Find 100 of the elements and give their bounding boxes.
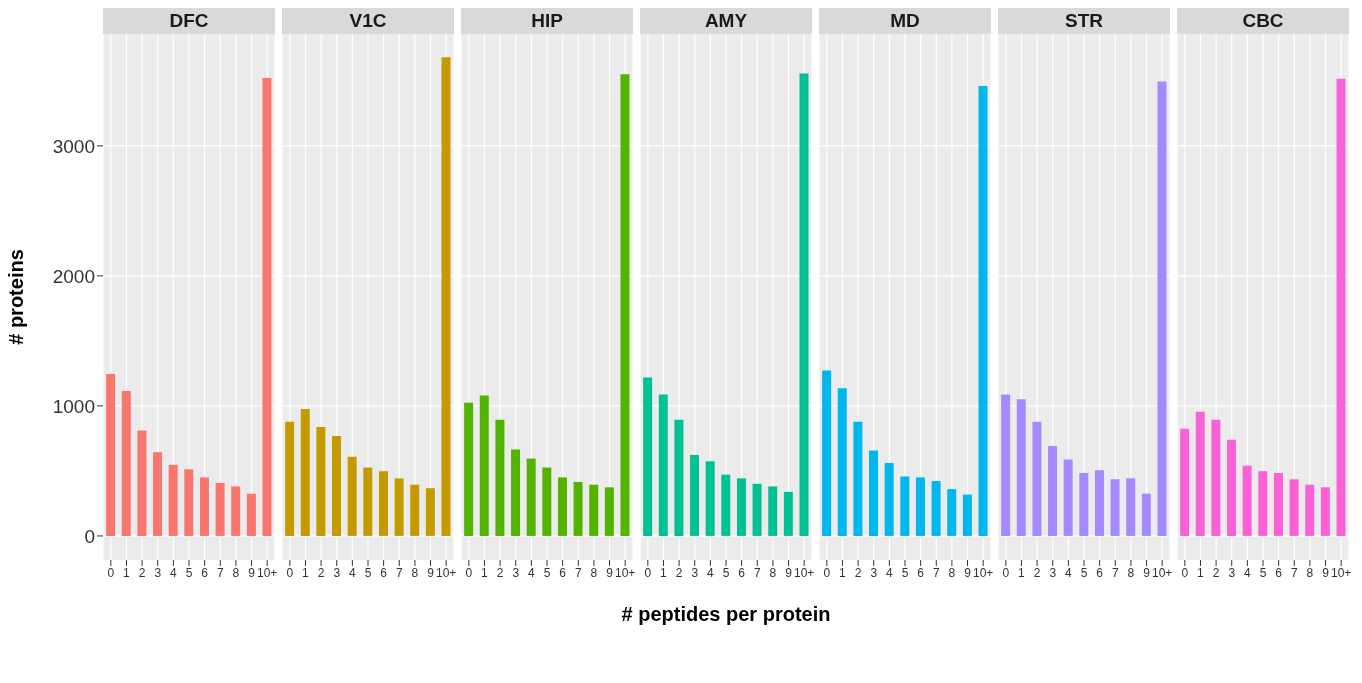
x-tick-label: 5	[364, 565, 372, 580]
bar	[153, 452, 163, 536]
x-tick-label: 8	[1127, 565, 1135, 580]
x-tick-label: 10+	[257, 565, 278, 580]
bar	[1227, 439, 1237, 536]
y-tick-label: 3000	[52, 135, 95, 157]
bar	[705, 461, 715, 536]
bar	[262, 77, 272, 536]
x-tick-label: 1	[1197, 565, 1205, 580]
x-tick-label: 5	[543, 565, 551, 580]
x-tick-label: 4	[886, 565, 894, 580]
bar	[1320, 487, 1330, 536]
x-tick-label: 1	[302, 565, 310, 580]
x-tick-label: 8	[1306, 565, 1314, 580]
x-tick-label: 7	[395, 565, 403, 580]
bar	[410, 484, 420, 536]
bar	[643, 377, 653, 536]
bar	[915, 477, 925, 536]
bar	[511, 449, 521, 536]
bar	[542, 467, 552, 536]
bar	[1289, 479, 1299, 536]
bar	[316, 427, 326, 536]
bar	[1016, 399, 1026, 536]
chart-title: AMY	[640, 8, 812, 34]
x-tick-label: 1	[481, 565, 489, 580]
bar	[1157, 81, 1167, 536]
x-tick-label: 8	[411, 565, 419, 580]
bar	[557, 477, 567, 536]
x-tick-label: 4	[1244, 565, 1252, 580]
x-tick-label: 6	[917, 565, 925, 580]
bar	[604, 487, 614, 536]
bar	[589, 484, 599, 536]
x-tick-label: 9	[248, 565, 256, 580]
bar	[378, 471, 388, 536]
bar	[1273, 473, 1283, 536]
x-tick-label: 6	[738, 565, 746, 580]
x-tick-label: 3	[154, 565, 162, 580]
x-tick-label: 9	[964, 565, 972, 580]
x-tick-label: 7	[1290, 565, 1298, 580]
bar	[658, 394, 668, 536]
bar	[869, 450, 879, 536]
x-tick-label: 2	[675, 565, 683, 580]
bar	[425, 488, 435, 536]
bar	[1242, 465, 1252, 536]
x-tick-label: 3	[870, 565, 878, 580]
x-tick-label: 4	[170, 565, 178, 580]
bar	[495, 419, 505, 536]
bar	[884, 462, 894, 536]
x-axis-title: # peptides per protein	[621, 602, 831, 626]
x-tick-label: 4	[707, 565, 715, 580]
x-tick-label: 5	[901, 565, 909, 580]
x-tick-label: 1	[660, 565, 668, 580]
x-tick-label: 8	[769, 565, 777, 580]
bar	[783, 491, 793, 536]
x-tick-label: 3	[1228, 565, 1236, 580]
x-tick-label: 3	[333, 565, 341, 580]
bar	[1063, 459, 1073, 536]
x-tick-label: 10+	[615, 565, 636, 580]
x-tick-label: 3	[512, 565, 520, 580]
bar	[1195, 411, 1205, 536]
bar	[1079, 473, 1089, 536]
bar	[752, 483, 762, 536]
x-tick-label: 9	[1322, 565, 1330, 580]
x-tick-label: 4	[1065, 565, 1073, 580]
bar	[1126, 478, 1136, 536]
x-tick-label: 2	[496, 565, 504, 580]
bar	[347, 456, 357, 536]
bar	[768, 486, 778, 536]
bar	[137, 430, 147, 536]
x-tick-label: 10+	[973, 565, 994, 580]
bar	[1180, 428, 1190, 536]
bar	[1048, 445, 1058, 536]
bar	[837, 388, 847, 536]
x-tick-label: 6	[1096, 565, 1104, 580]
x-tick-label: 4	[528, 565, 536, 580]
bar	[464, 402, 474, 536]
bar	[736, 478, 746, 536]
x-tick-label: 5	[1080, 565, 1088, 580]
chart-title: CBC	[1177, 8, 1349, 34]
x-tick-label: 0	[823, 565, 831, 580]
bar	[853, 421, 863, 536]
x-tick-label: 9	[1143, 565, 1151, 580]
bar	[1001, 394, 1011, 536]
bar	[674, 419, 684, 536]
x-tick-label: 7	[932, 565, 940, 580]
x-tick-label: 9	[785, 565, 793, 580]
bar	[1258, 471, 1268, 536]
y-tick-label: 2000	[52, 265, 95, 287]
bar	[184, 469, 194, 536]
chart-title: STR	[998, 8, 1170, 34]
bar	[1032, 421, 1042, 536]
x-tick-label: 0	[107, 565, 115, 580]
x-tick-label: 4	[349, 565, 357, 580]
x-tick-label: 2	[854, 565, 862, 580]
x-tick-label: 1	[123, 565, 131, 580]
y-tick-label: 0	[84, 525, 95, 547]
bar	[479, 395, 489, 536]
bar	[394, 478, 404, 536]
x-tick-label: 5	[722, 565, 730, 580]
bar	[822, 370, 832, 536]
